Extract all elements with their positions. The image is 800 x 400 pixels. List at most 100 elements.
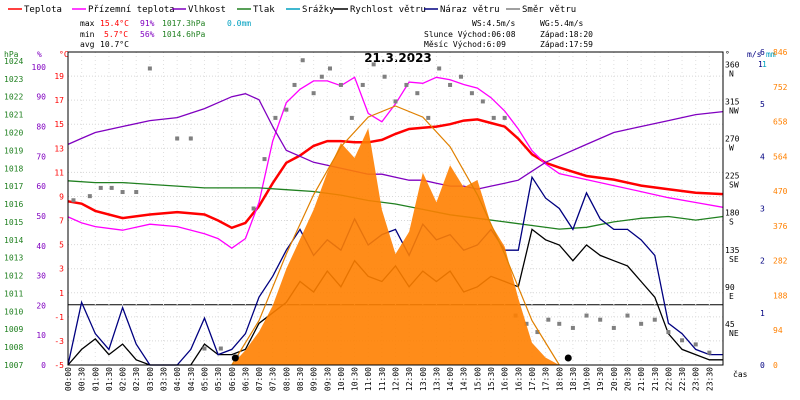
x-tick-label: 15:00 [473,367,482,391]
x-tick-label: 06:00 [228,367,237,391]
humidity-tick: 50 [36,212,46,221]
x-tick-label: 18:00 [555,367,564,391]
temperature-tick: -1 [54,313,64,322]
x-tick-label: 11:30 [378,367,387,391]
direction-compass-label: NE [729,329,739,338]
humidity-tick: 80 [36,123,46,132]
humidity-unit: % [37,50,42,59]
direction-point [598,317,603,322]
x-tick-label: 12:00 [392,367,401,391]
series-vlhkost [67,93,724,190]
x-tick-label: 00:30 [78,367,87,391]
plot-area [67,58,724,366]
direction-point [273,115,278,120]
x-tick-label: 07:00 [255,367,264,391]
wind-tick: 1 [760,309,765,318]
series-tlak [67,180,724,230]
x-tick-label: 14:00 [446,367,455,391]
pressure-tick: 1013 [4,254,23,263]
x-tick-label: 00:00 [64,367,73,391]
direction-point [611,325,616,330]
x-tick-label: 10:30 [351,367,360,391]
temperature-tick: 9 [59,192,64,201]
rain-tick: 1 [762,60,767,69]
pressure-tick: 1019 [4,146,23,155]
x-tick-label: 22:30 [678,367,687,391]
x-tick-label: 17:30 [542,367,551,391]
direction-point [300,58,305,63]
wind-tick: 1 [758,60,763,69]
direction-point [175,136,180,141]
temperature-tick: 5 [59,241,64,250]
stat-min-hum: 56% [140,30,155,39]
stat-sun: Slunce Východ:06:08 [424,30,516,39]
wind-unit: m/s [747,50,762,59]
direction-tick: 135 [725,246,740,255]
temperature-tick: 1 [59,289,64,298]
direction-point [328,66,332,71]
radiation-tick: 188 [773,291,788,300]
x-tick-label: 08:30 [296,367,305,391]
direction-point [188,136,193,141]
stat-min-press: 1014.6hPa [162,30,206,39]
direction-point [292,82,297,87]
direction-point [680,338,685,343]
x-tick-label: 23:30 [705,367,714,391]
direction-point [87,194,92,199]
left-axes: 191715131197531-1-3-51024102310221021102… [4,57,64,370]
temperature-tick: 11 [54,168,64,177]
temperature-tick: 13 [54,144,64,153]
x-tick-label: 12:30 [405,367,414,391]
direction-unit: ° [725,50,730,59]
wind-tick: 2 [760,257,765,266]
x-tick-label: 01:00 [91,367,100,391]
stats-block: max 15.4°C 91% 1017.3hPa 0.0mm min 5.7°C… [80,19,593,49]
legend-label-prizemni: Přízemní teplota [88,5,175,15]
humidity-tick: 40 [36,242,46,251]
direction-point [338,82,343,87]
direction-point [120,190,125,195]
direction-point [371,62,376,67]
pressure-tick: 1014 [4,236,23,245]
series-teoretick-z-en- [231,105,560,366]
sunrise-marker [231,354,239,362]
stat-max-temp: 15.4°C [100,19,129,28]
direction-point [393,99,398,104]
wind-tick: 3 [760,205,765,214]
x-tick-label: 13:30 [432,367,441,391]
direction-tick: 360 [725,60,740,69]
direction-point [524,321,529,326]
pressure-tick: 1015 [4,218,23,227]
humidity-tick: 0 [41,361,46,370]
x-tick-label: 20:00 [610,367,619,391]
stat-moon: Měsíc Východ:6:09 [424,40,506,49]
direction-point [535,330,540,335]
direction-point [382,74,387,79]
radiation-tick: 282 [773,257,788,266]
x-axis-label: čas [733,369,748,379]
x-tick-label: 15:30 [487,367,496,391]
stat-max-rain: 0.0mm [227,19,251,28]
direction-point [98,185,103,190]
x-tick-label: 16:00 [501,367,510,391]
direction-point [147,66,152,71]
wind-tick: 0 [760,361,765,370]
radiation-tick: 564 [773,152,788,161]
direction-point [546,317,551,322]
x-tick-label: 17:00 [528,367,537,391]
radiation-tick: 376 [773,222,788,231]
direction-point [349,115,354,120]
stat-sun-set: Západ:18:20 [540,30,593,39]
direction-point [284,107,289,112]
radiation-tick: 658 [773,118,788,127]
direction-point [319,74,324,79]
x-tick-label: 09:30 [323,367,332,391]
temperature-tick: 17 [54,96,64,105]
temperature-unit: °C [59,50,69,59]
x-tick-label: 04:00 [173,367,182,391]
direction-tick: 45 [725,320,735,329]
direction-point [491,115,496,120]
humidity-tick: 10 [36,331,46,340]
humidity-tick: 70 [36,152,46,161]
series-p-zemn-teplota [67,76,724,249]
